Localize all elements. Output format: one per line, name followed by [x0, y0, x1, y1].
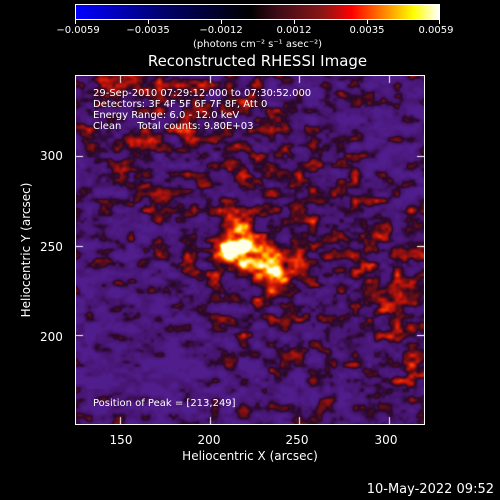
detectors-label: Detectors: 3F 4F 5F 6F 7F 8F, Att 0 — [93, 99, 268, 110]
x-axis-label: Heliocentric X (arcsec) — [182, 449, 318, 463]
rhessi-image — [75, 75, 425, 425]
colorbar-tick-label: −0.0059 — [56, 25, 100, 36]
colorbar-units: (photons cm⁻² s⁻¹ asec⁻²) — [192, 39, 323, 50]
time-range-label: 29-Sep-2010 07:29:12.000 to 07:30:52.000 — [93, 88, 312, 99]
y-tick-label: 300 — [40, 149, 63, 163]
image-title: Reconstructed RHESSI Image — [147, 52, 368, 70]
colorbar-tick-label: 0.0012 — [276, 25, 312, 36]
peak-position-label: Position of Peak = [213,249] — [93, 398, 236, 409]
x-tick-label: 250 — [285, 433, 309, 447]
energy-range-label: Energy Range: 6.0 - 12.0 keV — [93, 110, 240, 121]
y-axis-label: Heliocentric Y (arcsec) — [19, 182, 33, 318]
colorbar-tick-label: −0.0035 — [126, 25, 170, 36]
y-tick-label: 200 — [40, 330, 63, 344]
x-tick-label: 300 — [374, 433, 398, 447]
colorbar — [75, 4, 440, 20]
x-tick-label: 200 — [197, 433, 221, 447]
colorbar-tick-label: 0.0059 — [418, 25, 454, 36]
plot-frame — [75, 75, 425, 425]
date-stamp: 10-May-2022 09:52 — [366, 482, 494, 497]
colorbar-tick-label: 0.0035 — [349, 25, 385, 36]
x-tick-label: 150 — [109, 433, 133, 447]
clean-counts-label: Clean Total counts: 9.80E+03 — [93, 121, 254, 132]
y-tick-label: 250 — [40, 240, 63, 254]
colorbar-tick-label: −0.0012 — [199, 25, 243, 36]
